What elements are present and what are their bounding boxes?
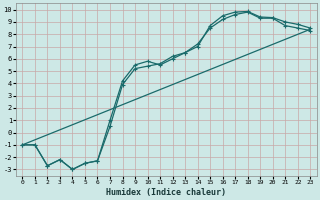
X-axis label: Humidex (Indice chaleur): Humidex (Indice chaleur) [106, 188, 226, 197]
